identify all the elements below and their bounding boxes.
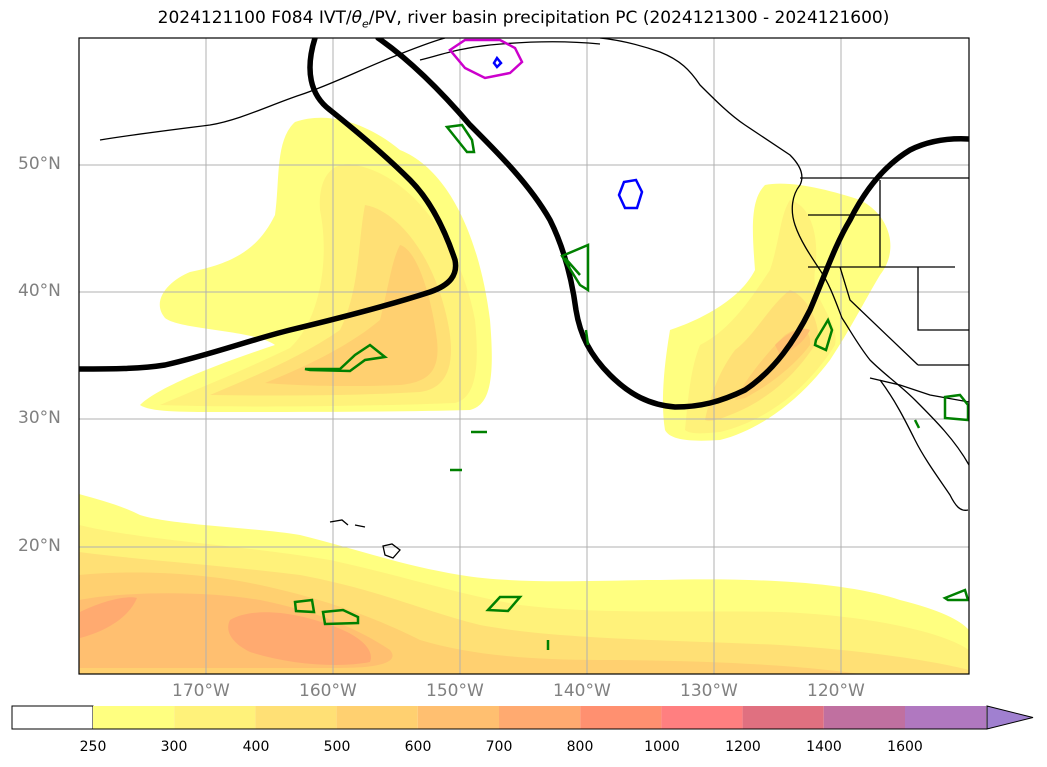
ivt-level-400 <box>705 290 819 421</box>
lat-label-40n: 40°N <box>18 281 61 301</box>
precip-contour-green <box>293 598 316 614</box>
precip-contour-green <box>444 123 476 154</box>
precip-contour-green <box>943 393 969 422</box>
colorbar-label: 800 <box>566 739 594 755</box>
ivt-shading <box>79 117 969 674</box>
plot-frame <box>78 37 970 675</box>
precip-contour-blue <box>492 55 503 69</box>
ivt-level-700 <box>80 597 137 638</box>
lon-label-120w: 120°W <box>807 681 865 701</box>
lon-label-150w: 150°W <box>426 681 484 701</box>
precip-contour-green <box>584 329 590 346</box>
pv-contours <box>79 38 969 410</box>
precip-contour-green <box>304 343 389 373</box>
precip-contour-green <box>485 595 523 613</box>
baja-california <box>879 379 969 511</box>
colorbar-label: 1200 <box>725 739 761 755</box>
colorbar-bin <box>174 706 256 729</box>
colorbar-bin <box>336 706 418 729</box>
colorbar-label: 700 <box>485 739 513 755</box>
colorbar-label: 1600 <box>887 739 923 755</box>
lon-label-170w: 170°W <box>172 681 230 701</box>
precip-contour-green <box>942 588 969 602</box>
lon-label-140w: 140°W <box>553 681 611 701</box>
colorbar-bin <box>823 706 905 729</box>
colorbar-bin <box>499 706 581 729</box>
precip-contour-green <box>913 419 921 429</box>
colorbar-extend-arrow <box>986 705 1034 730</box>
mexico-border <box>869 377 969 403</box>
lat-label-50n: 50°N <box>18 154 61 174</box>
map-title: 2024121100 F084 IVT/θe/PV, river basin p… <box>157 8 890 31</box>
precip-contour-green <box>321 608 360 626</box>
colorbar-label: 600 <box>404 739 432 755</box>
north-america-coast <box>599 38 969 466</box>
precip-contour-green <box>560 243 590 293</box>
lon-label-160w: 160°W <box>299 681 357 701</box>
colorbar-label: 400 <box>242 739 270 755</box>
colorbar-label: 250 <box>79 739 107 755</box>
colorbar-bin <box>742 706 824 729</box>
precip-contour-magenta <box>448 38 524 80</box>
colorbar-bin <box>417 706 499 729</box>
colorbar-label: 1400 <box>806 739 842 755</box>
colorbar-bin <box>580 706 662 729</box>
colorbar-label: 300 <box>160 739 188 755</box>
colorbar-bin <box>905 706 987 729</box>
precip-contour-green <box>813 317 834 352</box>
colorbar-bin <box>93 706 175 729</box>
colorbar <box>11 705 1034 730</box>
hawaii-islands <box>329 519 401 559</box>
lat-label-20n: 20°N <box>18 536 61 556</box>
colorbar-label: 500 <box>323 739 351 755</box>
us-state-borders <box>800 177 969 366</box>
pv-contour-east <box>375 38 969 410</box>
lat-label-30n: 30°N <box>18 408 61 428</box>
colorbar-label: 1000 <box>644 739 680 755</box>
lon-label-130w: 130°W <box>680 681 738 701</box>
pv-contour-west <box>79 38 459 372</box>
colorbar-bin-below <box>11 705 94 730</box>
colorbar-bin <box>255 706 337 729</box>
colorbar-bin <box>661 706 743 729</box>
alaska-coast <box>419 41 601 61</box>
ivt-level-500 <box>265 245 438 387</box>
alaska-peninsula <box>99 38 446 141</box>
precip-contour-blue <box>617 178 644 210</box>
precip-contours <box>293 38 969 650</box>
ivt-level-700 <box>228 612 371 665</box>
